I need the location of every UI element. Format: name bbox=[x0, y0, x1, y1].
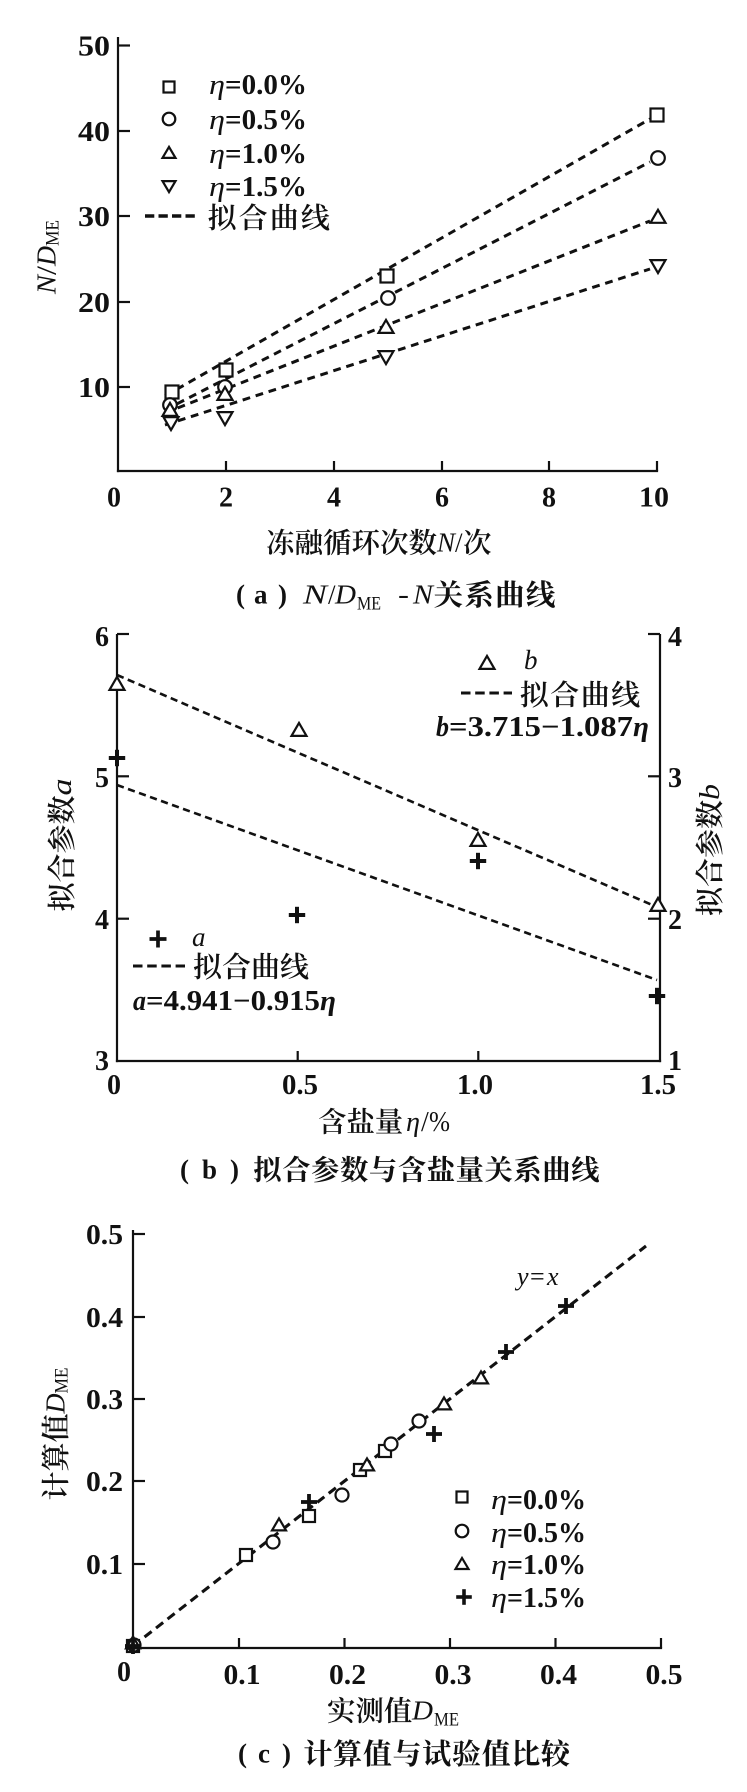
svg-text:/: / bbox=[421, 1107, 429, 1138]
svg-text:D: D bbox=[334, 580, 357, 610]
svg-text:/: / bbox=[328, 580, 336, 610]
svg-text:0.4: 0.4 bbox=[540, 1660, 577, 1691]
svg-text:2: 2 bbox=[219, 483, 233, 514]
svg-text:5: 5 bbox=[95, 763, 109, 794]
svg-text:a: a bbox=[254, 580, 268, 610]
svg-text:=4.941−0.915: =4.941−0.915 bbox=[146, 986, 320, 1017]
svg-text:0.5: 0.5 bbox=[86, 1220, 123, 1251]
svg-text:η: η bbox=[491, 1549, 507, 1581]
svg-text:=0.5%: =0.5% bbox=[225, 104, 307, 136]
svg-text:%: % bbox=[429, 1107, 450, 1138]
svg-text:N: N bbox=[302, 580, 330, 610]
svg-text:=: = bbox=[530, 1262, 545, 1291]
svg-text:η: η bbox=[209, 171, 225, 203]
svg-text:D: D bbox=[31, 245, 61, 267]
svg-text:=1.0%: =1.0% bbox=[507, 1549, 586, 1581]
svg-text:N: N bbox=[436, 528, 457, 558]
svg-text:1.0: 1.0 bbox=[457, 1070, 493, 1101]
svg-text:0: 0 bbox=[117, 1657, 131, 1688]
svg-text:b: b bbox=[436, 712, 449, 743]
svg-text:η: η bbox=[406, 1107, 420, 1138]
svg-text:b: b bbox=[524, 645, 538, 675]
svg-text:=1.5%: =1.5% bbox=[225, 171, 307, 203]
svg-text:8: 8 bbox=[542, 483, 556, 514]
svg-text:30: 30 bbox=[78, 202, 110, 233]
svg-text:20: 20 bbox=[78, 288, 110, 319]
svg-text:=1.5%: =1.5% bbox=[507, 1582, 586, 1614]
svg-text:0.1: 0.1 bbox=[86, 1550, 123, 1581]
svg-text:): ) bbox=[278, 580, 287, 610]
svg-text:a: a bbox=[133, 986, 146, 1017]
svg-text:x: x bbox=[546, 1262, 559, 1291]
svg-text:η: η bbox=[209, 69, 225, 101]
svg-text:/: / bbox=[455, 528, 463, 558]
svg-text:(: ( bbox=[236, 580, 245, 610]
svg-text:-: - bbox=[398, 580, 409, 610]
svg-text:ME: ME bbox=[52, 1368, 73, 1394]
svg-text:η: η bbox=[491, 1582, 507, 1614]
svg-text:η: η bbox=[633, 712, 649, 743]
svg-text:0.3: 0.3 bbox=[86, 1385, 123, 1416]
svg-text:0.5: 0.5 bbox=[646, 1660, 683, 1691]
svg-text:6: 6 bbox=[95, 622, 109, 653]
svg-text:0.1: 0.1 bbox=[224, 1660, 261, 1691]
svg-text:D: D bbox=[40, 1393, 70, 1415]
svg-text:=0.0%: =0.0% bbox=[225, 69, 307, 101]
svg-text:=0.0%: =0.0% bbox=[507, 1484, 586, 1516]
svg-text:a: a bbox=[192, 922, 206, 952]
svg-text:=1.0%: =1.0% bbox=[225, 138, 307, 170]
svg-text:0.3: 0.3 bbox=[435, 1660, 472, 1691]
svg-text:0.2: 0.2 bbox=[86, 1467, 123, 1498]
svg-text:0.4: 0.4 bbox=[86, 1303, 123, 1334]
svg-text:ME: ME bbox=[357, 594, 381, 615]
svg-text:0: 0 bbox=[107, 1070, 121, 1101]
svg-text:0.2: 0.2 bbox=[329, 1660, 366, 1691]
svg-text:N: N bbox=[31, 273, 61, 295]
svg-text:3: 3 bbox=[668, 763, 682, 794]
svg-text:10: 10 bbox=[639, 483, 669, 514]
svg-text:0.5: 0.5 bbox=[282, 1070, 318, 1101]
svg-text:η: η bbox=[209, 104, 225, 136]
svg-text:40: 40 bbox=[78, 117, 110, 148]
svg-text:η: η bbox=[491, 1517, 507, 1549]
svg-text:3: 3 bbox=[95, 1046, 109, 1077]
svg-text:N: N bbox=[412, 580, 435, 610]
svg-text:4: 4 bbox=[668, 622, 682, 653]
svg-text:y: y bbox=[514, 1262, 529, 1291]
svg-text:): ) bbox=[230, 1155, 239, 1185]
svg-text:50: 50 bbox=[78, 31, 110, 62]
svg-text:(: ( bbox=[238, 1739, 247, 1769]
svg-text:1.5: 1.5 bbox=[640, 1070, 676, 1101]
svg-text:η: η bbox=[491, 1484, 507, 1516]
svg-text:2: 2 bbox=[668, 905, 682, 936]
svg-text:/: / bbox=[31, 265, 61, 275]
svg-text:ME: ME bbox=[434, 1710, 459, 1731]
svg-text:): ) bbox=[282, 1739, 291, 1769]
svg-text:b: b bbox=[202, 1155, 217, 1185]
svg-text:η: η bbox=[209, 138, 225, 170]
svg-text:D: D bbox=[411, 1696, 434, 1726]
svg-text:=3.715−1.087: =3.715−1.087 bbox=[449, 712, 633, 743]
svg-text:6: 6 bbox=[435, 483, 449, 514]
svg-text:10: 10 bbox=[78, 373, 110, 404]
svg-text:4: 4 bbox=[327, 483, 341, 514]
svg-text:4: 4 bbox=[95, 905, 109, 936]
svg-text:b: b bbox=[695, 784, 726, 800]
svg-text:=0.5%: =0.5% bbox=[507, 1517, 586, 1549]
svg-text:a: a bbox=[47, 779, 78, 796]
svg-text:η: η bbox=[320, 986, 336, 1017]
svg-text:1: 1 bbox=[668, 1046, 682, 1077]
svg-text:0: 0 bbox=[107, 483, 121, 514]
svg-text:ME: ME bbox=[43, 220, 64, 246]
svg-text:c: c bbox=[258, 1739, 270, 1769]
svg-text:(: ( bbox=[180, 1155, 189, 1185]
